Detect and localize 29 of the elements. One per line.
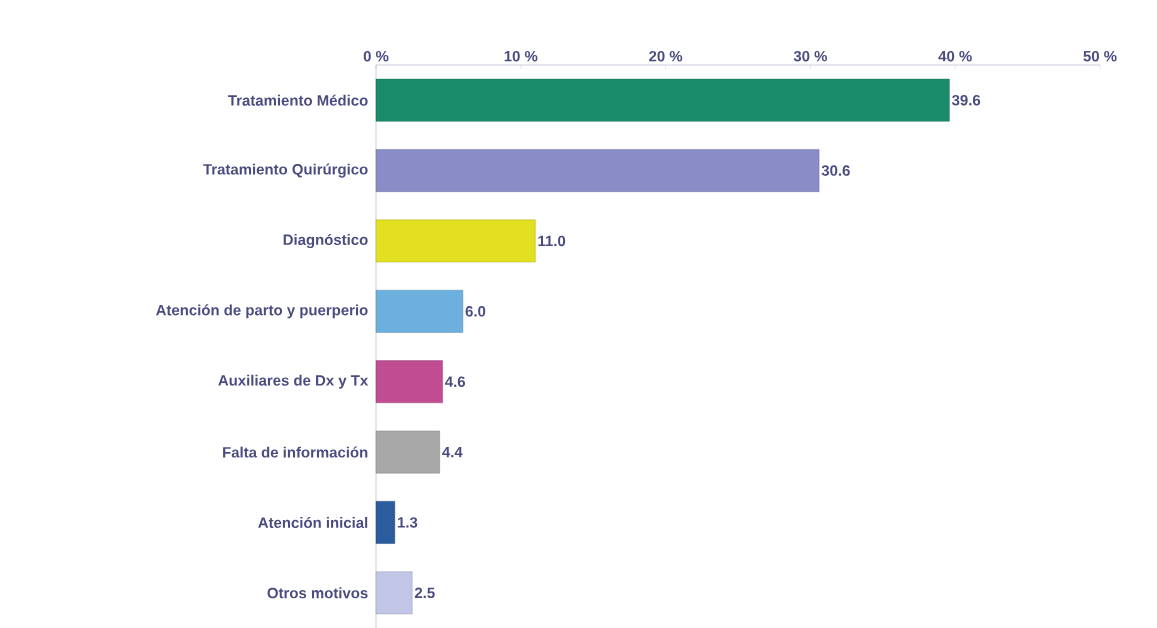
bar <box>375 360 443 404</box>
x-tick-label: 30 % <box>793 50 828 62</box>
y-tick-label: Tratamiento Médico <box>228 94 368 106</box>
data-label: 11.0 <box>538 235 566 247</box>
y-tick-label: Atención inicial <box>258 516 368 528</box>
bar <box>375 149 820 192</box>
data-label: 4.4 <box>442 446 463 458</box>
data-label: 4.6 <box>445 376 466 387</box>
bar <box>375 430 440 474</box>
data-label: 39.6 <box>951 94 981 106</box>
bar <box>375 219 536 263</box>
data-label: 6.0 <box>465 306 486 317</box>
y-tick-label: Falta de información <box>223 446 368 458</box>
x-tick-label: 40 % <box>938 50 972 62</box>
x-tick-label: 10 % <box>504 50 538 62</box>
y-tick-label: Auxiliares de Dx y Tx <box>218 374 369 389</box>
x-tick-label: 20 % <box>649 50 683 62</box>
y-tick-label: Otros motivos <box>267 587 368 599</box>
y-tick-label: Atención de parto y puerperio <box>156 304 368 319</box>
bar <box>375 78 950 122</box>
bar <box>375 501 396 544</box>
data-label: 1.3 <box>397 517 418 528</box>
x-tick-label: 0 % <box>363 50 389 62</box>
data-label: 30.6 <box>821 165 850 176</box>
y-tick-label: Tratamiento Quirúrgico <box>203 163 368 178</box>
bar <box>375 290 464 333</box>
x-tick-label: 50 % <box>1083 50 1117 62</box>
y-tick-label: Diagnóstico <box>283 233 368 249</box>
data-label: 2.5 <box>414 587 435 599</box>
